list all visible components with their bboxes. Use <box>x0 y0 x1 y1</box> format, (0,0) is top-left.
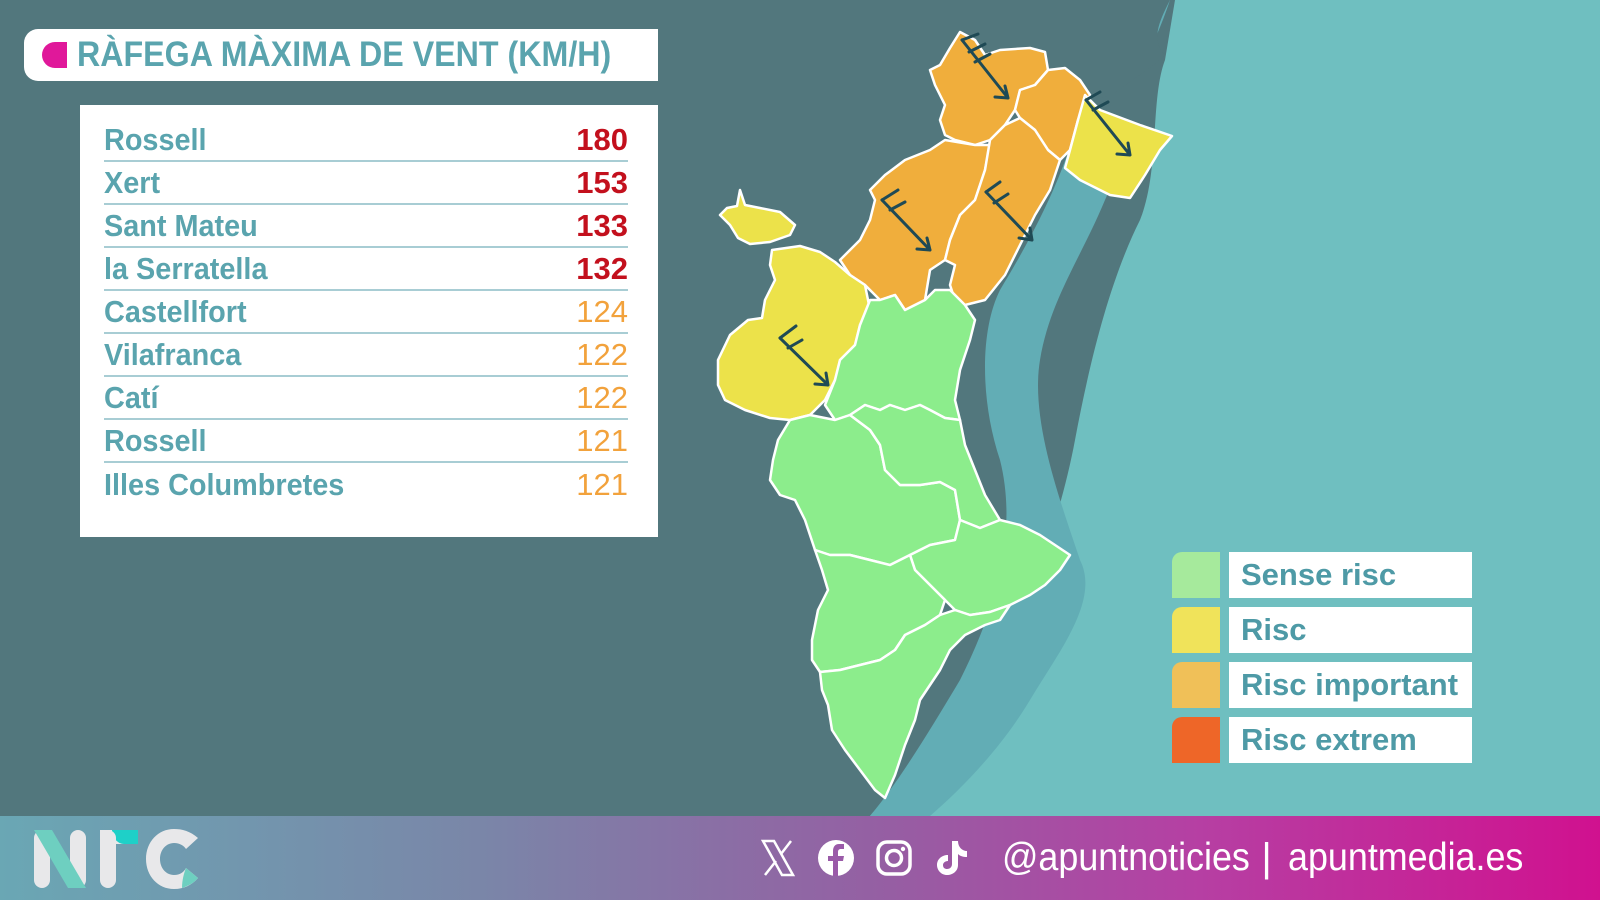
sea-near <box>870 90 1111 816</box>
legend-swatch <box>1172 607 1220 653</box>
table-row: Rossell 180 <box>104 119 628 162</box>
ntc-logo <box>34 829 198 889</box>
station-name: Illes Columbretes <box>104 466 345 502</box>
region-columbretes-sea <box>1063 93 1174 200</box>
title-marker-icon <box>42 42 68 68</box>
region-group-castello-north <box>838 30 1092 312</box>
station-name: Sant Mateu <box>104 207 258 243</box>
region-marina <box>908 518 1072 617</box>
gust-value: 122 <box>576 379 628 415</box>
legend-swatch <box>1172 662 1220 708</box>
website-link[interactable]: apuntmedia.es <box>1287 836 1524 879</box>
region-rincon-de-ademuz <box>718 188 797 246</box>
facebook-icon[interactable] <box>816 838 856 878</box>
wind-arrow-icon <box>960 32 1010 100</box>
legend-item-sense-risc: Sense risc <box>1172 552 1472 598</box>
gust-value: 122 <box>576 336 628 372</box>
table-row: Catí 122 <box>104 377 628 420</box>
table-row: Rossell 121 <box>104 420 628 463</box>
x-icon[interactable] <box>758 838 798 878</box>
tiktok-icon[interactable] <box>932 838 972 878</box>
legend-item-risc-important: Risc important <box>1172 662 1472 708</box>
region-safor <box>848 403 1002 530</box>
gust-value: 153 <box>576 164 628 200</box>
wind-arrows <box>778 32 1132 387</box>
station-name: la Serratella <box>104 250 268 286</box>
separator: | <box>1261 835 1272 880</box>
station-name: Castellfort <box>104 293 247 329</box>
gust-value: 121 <box>576 466 628 502</box>
station-name: Xert <box>104 164 161 200</box>
legend-item-risc-extrem: Risc extrem <box>1172 717 1472 763</box>
region-alacanti-baix-segura <box>818 603 1012 800</box>
region-group-risc <box>716 93 1174 422</box>
table-row: Castellfort 124 <box>104 291 628 334</box>
wind-arrow-icon <box>778 324 830 387</box>
table-row: Vilafranca 122 <box>104 334 628 377</box>
station-name: Rossell <box>104 121 207 157</box>
table-row: Xert 153 <box>104 162 628 205</box>
wind-gust-table: Rossell 180 Xert 153 Sant Mateu 133 la S… <box>80 105 658 537</box>
legend-label: Risc extrem <box>1229 717 1472 763</box>
legend-label: Risc <box>1229 607 1472 653</box>
station-name: Catí <box>104 379 159 415</box>
page-title: RÀFEGA MÀXIMA DE VENT (KM/H) <box>77 35 612 74</box>
instagram-icon[interactable] <box>874 838 914 878</box>
risk-legend: Sense risc Risc Risc important Risc extr… <box>1172 552 1472 772</box>
gust-value: 121 <box>576 422 628 458</box>
legend-item-risc: Risc <box>1172 607 1472 653</box>
wind-arrow-icon <box>1084 90 1132 157</box>
footer-bar: @apuntnoticies | apuntmedia.es <box>0 816 1600 900</box>
table-row: Illes Columbretes 121 <box>104 463 628 506</box>
station-name: Vilafranca <box>104 336 242 372</box>
table-row: Sant Mateu 133 <box>104 205 628 248</box>
gust-value: 124 <box>576 293 628 329</box>
gust-value: 132 <box>576 250 628 286</box>
station-name: Rossell <box>104 422 207 458</box>
social-links: @apuntnoticies | apuntmedia.es <box>758 832 1544 884</box>
legend-label: Risc important <box>1229 662 1472 708</box>
wind-arrow-icon <box>880 188 932 252</box>
region-group-sense-risc <box>768 288 1072 800</box>
region-plana-alta <box>943 116 1062 307</box>
social-handle-link[interactable]: @apuntnoticies <box>1002 836 1250 879</box>
gust-value: 180 <box>576 121 628 157</box>
gust-value: 133 <box>576 207 628 243</box>
land-north <box>1070 0 1170 99</box>
table-row: la Serratella 132 <box>104 248 628 291</box>
legend-label: Sense risc <box>1229 552 1472 598</box>
wind-arrow-icon <box>984 180 1034 242</box>
legend-swatch <box>1172 552 1220 598</box>
title-banner: RÀFEGA MÀXIMA DE VENT (KM/H) <box>24 29 658 81</box>
legend-swatch <box>1172 717 1220 763</box>
